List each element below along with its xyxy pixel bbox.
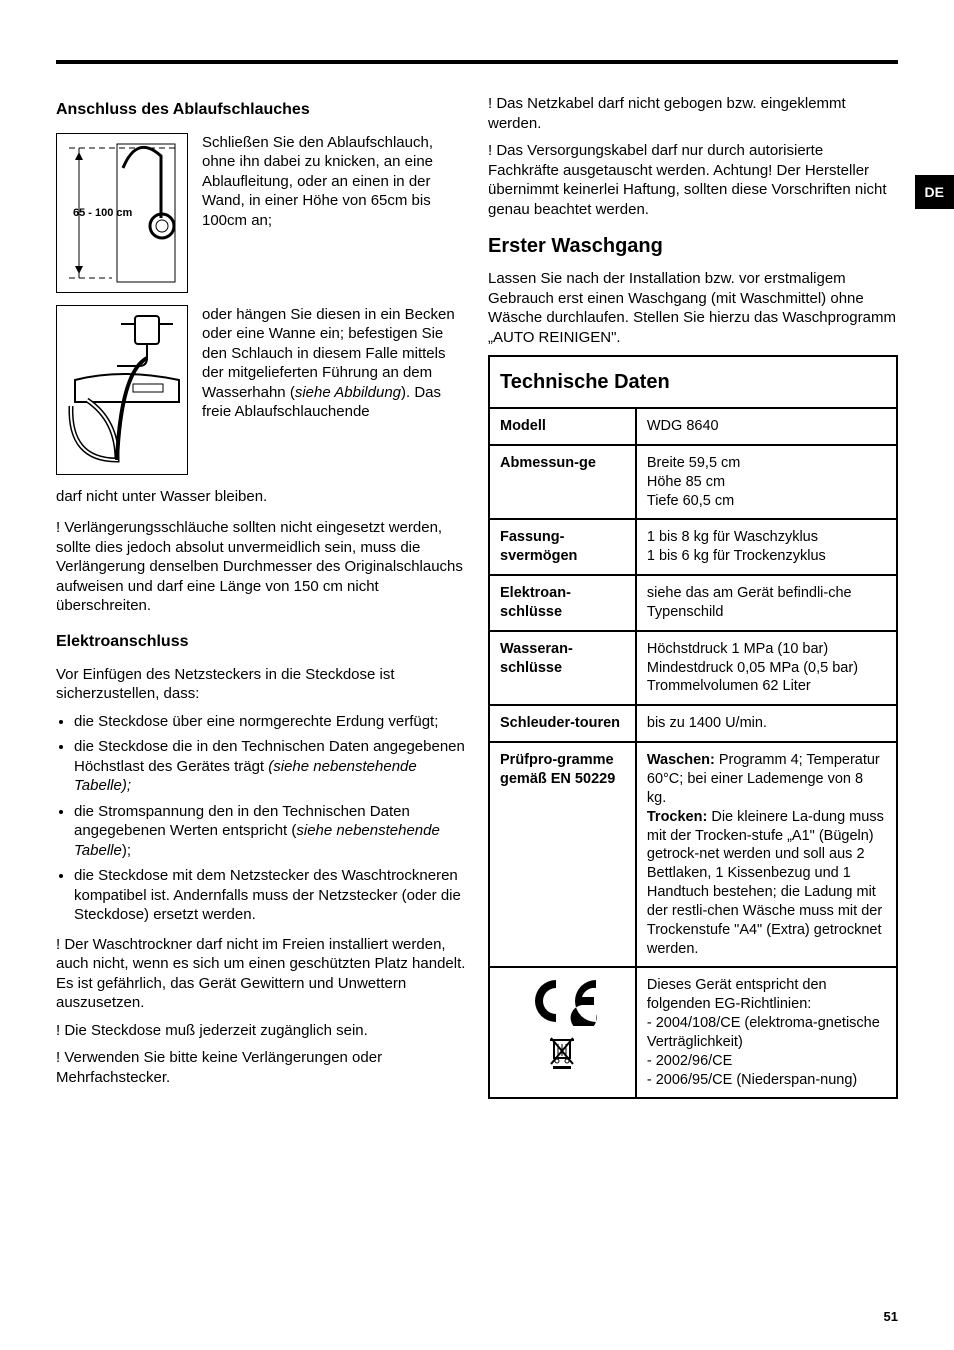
svg-text:65 - 100 cm: 65 - 100 cm [73,207,133,219]
warn-cable-bend: ! Das Netzkabel darf nicht gebogen bzw. … [488,94,898,133]
table-title: Technische Daten [489,356,897,408]
row-schleuder: Schleuder-touren bis zu 1400 U/min. [489,705,897,742]
row-pruef: Prüfpro-gramme gemäß EN 50229 Waschen: P… [489,742,897,967]
drain-heading: Anschluss des Ablaufschlauches [56,100,466,121]
warn-outdoor: ! Der Waschtrockner darf nicht im Freien… [56,935,466,1013]
bullet-3: die Stromspannung den in den Technischen… [74,802,466,861]
page-number: 51 [884,1309,898,1326]
drain-wall-figure: 65 - 100 cm [56,133,188,293]
drain-text-1: Schließen Sie den Ablaufschlauch, ohne i… [202,133,466,231]
drain-text-2: oder hängen Sie diesen in ein Becken ode… [202,305,466,422]
bullet-4: die Steckdose mit dem Netzstecker des Wa… [74,866,466,925]
electro-heading: Elektroanschluss [56,632,466,653]
language-tab: DE [915,175,954,209]
row-abm: Abmessun-ge Breite 59,5 cm Höhe 85 cm Ti… [489,445,897,520]
bullet-2: die Steckdose die in den Technischen Dat… [74,737,466,796]
ce-mark-cell [489,967,636,1098]
electro-bullets: die Steckdose über eine normgerechte Erd… [56,712,466,925]
row-wass: Wasseran-schlüsse Höchstdruck 1 MPa (10 … [489,631,897,706]
right-column: ! Das Netzkabel darf nicht gebogen bzw. … [488,94,898,1099]
row-modell: Modell WDG 8640 [489,408,897,445]
first-wash-heading: Erster Waschgang [488,233,898,259]
warn-noext: ! Verwenden Sie bitte keine Verlängerung… [56,1048,466,1087]
left-column: Anschluss des Ablaufschlauches 65 - 100 … [56,94,466,1099]
pruef-value: Waschen: Programm 4; Temperatur 60°C; be… [636,742,897,967]
row-elek: Elektroan-schlüsse siehe das am Gerät be… [489,575,897,631]
row-fass: Fassung-svermögen 1 bis 8 kg für Waschzy… [489,519,897,575]
tech-data-table: Technische Daten Modell WDG 8640 Abmessu… [488,355,898,1099]
row-ce: Dieses Gerät entspricht den folgenden EG… [489,967,897,1098]
warn-accessible: ! Die Steckdose muß jederzeit zugänglich… [56,1021,466,1041]
top-rule [56,60,898,64]
ce-mark-icon [522,976,602,1026]
drain-text-2-tail: darf nicht unter Wasser bleiben. [56,487,466,507]
figure2-row: oder hängen Sie diesen in ein Becken ode… [56,305,466,475]
warn-extension: ! Verlängerungsschläuche sollten nicht e… [56,518,466,616]
ce-text: Dieses Gerät entspricht den folgenden EG… [636,967,897,1098]
electro-intro: Vor Einfügen des Netzsteckers in die Ste… [56,665,466,704]
warn-cable-replace: ! Das Versorgungskabel darf nur durch au… [488,141,898,219]
drain-sink-figure [56,305,188,475]
figure1-row: 65 - 100 cm Schließen Sie den Ablaufschl… [56,133,466,293]
first-wash-text: Lassen Sie nach der Installation bzw. vo… [488,269,898,347]
bullet-1: die Steckdose über eine normgerechte Erd… [74,712,466,732]
two-column-layout: Anschluss des Ablaufschlauches 65 - 100 … [56,94,898,1099]
t2i: siehe Abbildung [295,384,401,401]
weee-bin-icon [547,1036,577,1070]
